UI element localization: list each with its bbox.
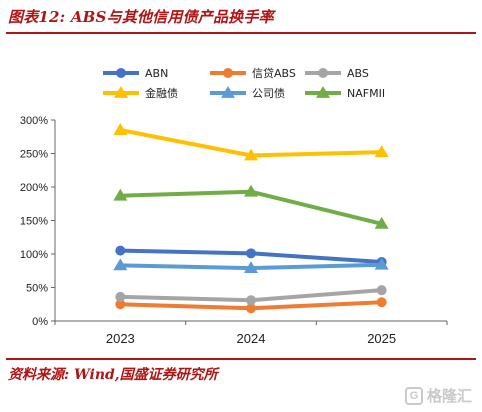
- y-tick-label: 300%: [20, 115, 48, 127]
- series-NAFMII: [113, 184, 389, 229]
- legend-item: ABS: [305, 67, 369, 80]
- data-point: [113, 123, 128, 135]
- y-tick-label: 150%: [20, 216, 48, 228]
- legend-item: 金融债: [103, 86, 178, 100]
- legend-swatch-marker: [116, 68, 126, 78]
- data-point: [376, 285, 387, 296]
- legend-swatch-marker: [114, 86, 128, 98]
- legend-label: 金融债: [145, 86, 178, 100]
- watermark-text: 格隆汇: [426, 388, 472, 405]
- x-tick-label: 2024: [237, 331, 266, 346]
- chart-axes: 0% 50% 100% 150% 200% 250% 300% 2023 2024 2025: [20, 115, 448, 346]
- series-公司债: [113, 257, 389, 273]
- series-ABS: [115, 285, 387, 306]
- legend-label: ABS: [347, 67, 369, 80]
- figure-title: 图表12: ABS与其他信用债产品换手率: [8, 8, 274, 26]
- data-point: [115, 245, 126, 256]
- legend-swatch-marker: [223, 68, 233, 78]
- watermark: G 格隆汇: [404, 385, 472, 406]
- data-point: [115, 299, 126, 310]
- data-point: [246, 295, 256, 306]
- legend-label: 公司债: [252, 86, 285, 100]
- legend-swatch-marker: [221, 86, 235, 98]
- data-point: [246, 248, 256, 259]
- legend-item: 信贷ABS: [210, 66, 296, 80]
- legend-item: ABN: [103, 67, 168, 80]
- series-金融债: [113, 123, 389, 161]
- data-point: [244, 261, 258, 273]
- title-rule: [6, 32, 476, 34]
- y-tick-label: 0%: [32, 316, 48, 328]
- y-tick-label: 50%: [26, 283, 48, 295]
- legend-label: ABN: [145, 67, 168, 80]
- legend-swatch-marker: [318, 68, 328, 78]
- data-point: [246, 303, 256, 314]
- legend-label: 信贷ABS: [252, 66, 296, 80]
- y-tick-label: 200%: [20, 182, 48, 194]
- legend-label: NAFMII: [347, 87, 385, 100]
- legend-item: 公司债: [210, 86, 285, 100]
- data-point: [374, 257, 389, 270]
- data-point: [113, 258, 128, 271]
- source-note: 资料来源: Wind,国盛证券研究所: [8, 367, 218, 383]
- data-point: [115, 291, 126, 302]
- data-point: [113, 188, 128, 201]
- x-tick-label: 2023: [106, 331, 135, 346]
- y-tick-label: 250%: [20, 149, 48, 161]
- legend-swatch-marker: [316, 86, 330, 98]
- legend-item: NAFMII: [305, 86, 385, 100]
- chart-series: [113, 123, 389, 314]
- source-rule: [6, 358, 476, 360]
- data-point: [376, 297, 387, 308]
- watermark-logo-icon: G: [404, 386, 423, 405]
- series-信贷ABS: [115, 297, 387, 314]
- data-point: [374, 216, 389, 229]
- data-point: [374, 145, 389, 158]
- chart-legend: ABN 信贷ABS ABS 金融债 公司债 NAFMII: [103, 66, 385, 100]
- data-point: [244, 148, 258, 161]
- y-tick-label: 100%: [20, 249, 48, 261]
- x-tick-label: 2025: [367, 331, 396, 346]
- data-point: [244, 184, 258, 197]
